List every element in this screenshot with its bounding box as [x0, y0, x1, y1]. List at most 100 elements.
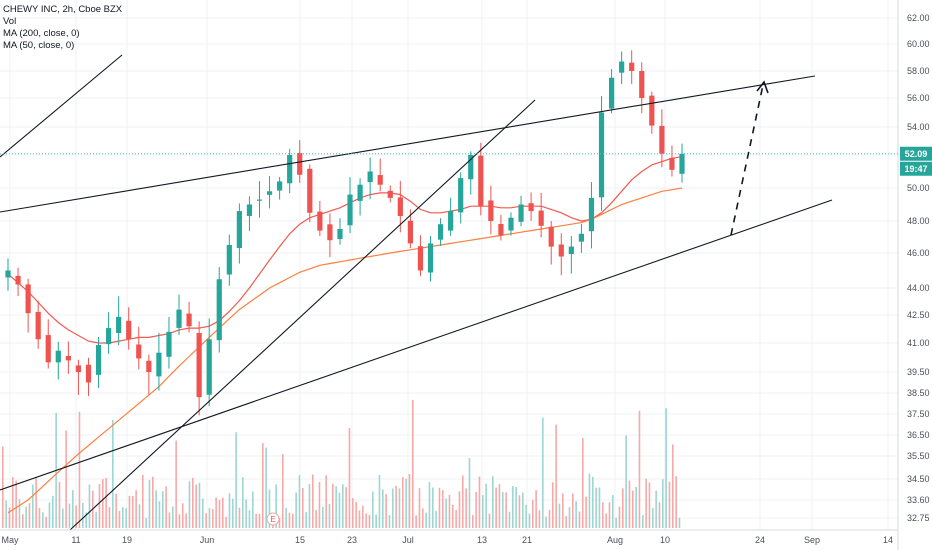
volume-bars	[2, 399, 681, 528]
volume-bar	[188, 481, 191, 528]
volume-bar	[148, 479, 151, 528]
candle	[588, 182, 595, 249]
y-tick-label: 35.50	[907, 451, 930, 461]
candle	[116, 296, 122, 346]
candle	[126, 307, 132, 350]
volume-bar	[282, 454, 284, 528]
volume-bar	[458, 491, 461, 528]
candle	[236, 203, 242, 264]
candle	[85, 357, 92, 397]
candle	[538, 192, 544, 238]
x-tick-label: 23	[347, 535, 357, 545]
volume-bar	[252, 491, 254, 528]
volume-bar	[485, 483, 487, 528]
candle	[377, 158, 383, 192]
volume-bar	[155, 490, 157, 528]
volume-bar	[28, 503, 31, 528]
y-tick-label: 56.00	[907, 93, 930, 103]
volume-bar	[168, 512, 171, 528]
volume-bar	[635, 486, 637, 528]
volume-bar	[418, 488, 421, 528]
volume-bar	[172, 506, 174, 528]
projection-arrow[interactable]	[730, 84, 764, 236]
volume-bar	[395, 485, 397, 528]
volume-bar	[175, 440, 177, 528]
volume-bar	[555, 424, 557, 528]
volume-bar	[585, 496, 587, 528]
candle	[508, 212, 514, 236]
volume-bar	[398, 488, 401, 528]
candle	[548, 221, 554, 265]
volume-bar	[192, 477, 194, 528]
volume-bar	[262, 442, 264, 528]
volume-bar	[628, 480, 631, 528]
volume-bar	[165, 486, 167, 528]
volume-bar	[658, 502, 661, 528]
earnings-marker[interactable]	[266, 512, 280, 526]
volume-bar	[258, 513, 261, 528]
volume-bar	[235, 432, 237, 528]
volume-bar	[612, 494, 614, 528]
volume-bar	[35, 477, 37, 528]
ma50-label[interactable]: MA (50, close, 0)	[3, 40, 75, 51]
candle	[679, 143, 685, 183]
volume-bar	[482, 495, 484, 528]
candle	[387, 185, 393, 203]
volume-bar	[655, 490, 657, 528]
grid	[0, 0, 898, 530]
volume-bar	[565, 515, 567, 528]
volume-bar	[292, 513, 294, 528]
volume-bar	[648, 482, 651, 528]
volume-bar	[125, 508, 127, 528]
volume-bar	[275, 484, 277, 528]
candle	[337, 218, 343, 245]
volume-bar	[2, 446, 4, 528]
volume-bar	[515, 486, 517, 528]
volume-bar	[305, 512, 307, 528]
volume-bar	[465, 488, 467, 528]
volume-bar	[162, 491, 164, 528]
volume-bar	[255, 513, 257, 528]
volume-bar	[432, 487, 434, 528]
symbol-title[interactable]: CHEWY INC, 2h, Cboe BZX	[3, 4, 123, 15]
vol-label[interactable]: Vol	[3, 16, 17, 27]
x-tick-label: May	[1, 535, 19, 545]
volume-bar	[592, 476, 594, 528]
candle	[307, 164, 313, 223]
trendline[interactable]	[69, 99, 536, 531]
candle	[266, 176, 273, 209]
volume-bar	[342, 484, 344, 528]
volume-bar	[502, 491, 504, 528]
y-tick-label: 37.50	[907, 409, 930, 419]
y-tick-label: 36.50	[907, 430, 930, 440]
volume-bar	[415, 515, 417, 528]
volume-bar	[495, 487, 497, 528]
candle	[498, 214, 504, 241]
trendlines[interactable]	[0, 54, 833, 531]
trendline[interactable]	[0, 54, 123, 158]
candle	[347, 177, 353, 234]
candle	[578, 223, 585, 253]
x-tick-label: Jul	[402, 535, 414, 545]
trendline[interactable]	[0, 199, 833, 491]
volume-bar	[228, 493, 231, 528]
volume-bar	[462, 475, 464, 528]
volume-bar	[372, 491, 374, 528]
volume-bar	[242, 477, 244, 528]
volume-bar	[225, 516, 227, 528]
volume-bar	[615, 517, 617, 528]
volume-bar	[222, 497, 224, 528]
x-tick-label: 24	[755, 535, 765, 545]
trendline[interactable]	[0, 75, 816, 213]
chart-legend[interactable]: CHEWY INC, 2h, Cboe BZX Vol MA (200, clo…	[3, 4, 122, 52]
volume-bar	[82, 502, 84, 528]
ma200-label[interactable]: MA (200, close, 0)	[3, 28, 80, 39]
candles	[5, 50, 685, 416]
x-tick-label: Sep	[804, 535, 820, 545]
volume-bar	[605, 513, 607, 528]
volume-bar	[562, 493, 564, 528]
y-tick-label: 54.00	[907, 122, 930, 132]
candle	[277, 176, 283, 200]
